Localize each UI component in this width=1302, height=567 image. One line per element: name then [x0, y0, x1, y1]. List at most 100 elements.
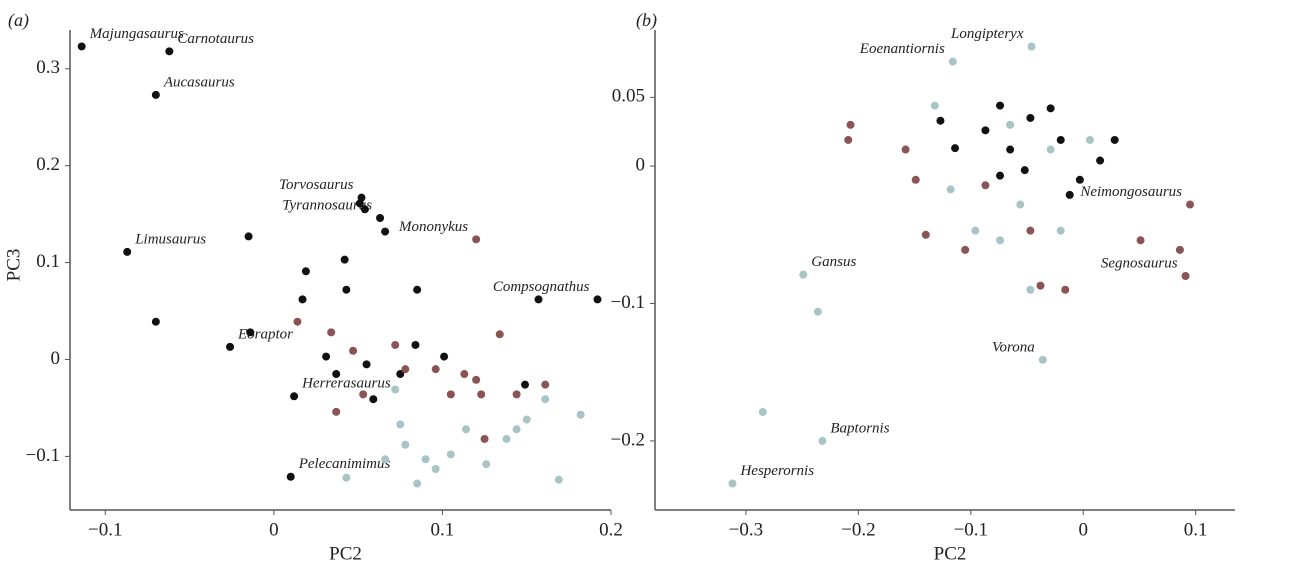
point — [363, 360, 371, 368]
point — [391, 386, 399, 394]
point — [1111, 136, 1119, 144]
point — [322, 353, 330, 361]
point — [931, 102, 939, 110]
point — [447, 390, 455, 398]
point — [1061, 286, 1069, 294]
taxon-label: Eoraptor — [237, 326, 293, 342]
point — [472, 235, 480, 243]
point — [460, 370, 468, 378]
point — [1006, 121, 1014, 129]
point — [413, 286, 421, 294]
point — [922, 231, 930, 239]
taxon-label: Herrerasaurus — [301, 376, 391, 392]
y-tick-label: 0 — [51, 348, 61, 369]
panel-label: (a) — [8, 10, 29, 31]
point — [513, 390, 521, 398]
taxon-label: Segnosaurus — [1101, 255, 1178, 271]
point — [981, 181, 989, 189]
point — [1006, 146, 1014, 154]
point — [332, 370, 340, 378]
taxon-label: Eoenantiornis — [859, 41, 945, 57]
point — [1026, 114, 1034, 122]
point — [996, 236, 1004, 244]
point — [521, 381, 529, 389]
taxon-label: Mononykus — [398, 219, 468, 235]
point — [381, 228, 389, 236]
x-tick-label: 0.2 — [599, 519, 623, 540]
point — [1021, 166, 1029, 174]
point — [799, 271, 807, 279]
point — [1047, 104, 1055, 112]
point — [1026, 227, 1034, 235]
x-tick-label: −0.1 — [954, 519, 988, 540]
point — [996, 172, 1004, 180]
point — [432, 465, 440, 473]
point — [1057, 227, 1065, 235]
point — [1066, 191, 1074, 199]
taxon-label: Compsognathus — [493, 279, 590, 295]
point — [1176, 246, 1184, 254]
taxon-label: Aucasaurus — [163, 74, 235, 90]
point — [440, 353, 448, 361]
y-tick-label: 0 — [636, 154, 646, 175]
taxon-label: Longipteryx — [950, 26, 1024, 42]
point — [369, 395, 377, 403]
point — [1076, 176, 1084, 184]
point — [391, 341, 399, 349]
point — [1028, 42, 1036, 50]
panel-label: (b) — [636, 10, 657, 31]
point — [1047, 146, 1055, 154]
point — [912, 176, 920, 184]
point — [246, 328, 254, 336]
taxon-label: Majungasaurus — [89, 26, 184, 42]
figure: (a)−0.100.10.2−0.100.10.20.3PC2PC3Majung… — [0, 0, 1302, 567]
point — [814, 308, 822, 316]
point — [411, 341, 419, 349]
point — [1086, 136, 1094, 144]
point — [477, 390, 485, 398]
point — [413, 480, 421, 488]
y-axis-label: PC3 — [3, 249, 24, 282]
point — [902, 146, 910, 154]
point — [728, 480, 736, 488]
point — [1096, 157, 1104, 165]
point — [152, 318, 160, 326]
point — [472, 376, 480, 384]
point — [996, 102, 1004, 110]
point — [1057, 136, 1065, 144]
point — [422, 455, 430, 463]
point — [555, 476, 563, 484]
point — [293, 318, 301, 326]
point — [462, 425, 470, 433]
point — [1186, 201, 1194, 209]
y-tick-label: 0.2 — [36, 154, 60, 175]
point — [949, 58, 957, 66]
point — [947, 185, 955, 193]
point — [936, 117, 944, 125]
point — [152, 91, 160, 99]
taxon-label: Hesperornis — [739, 463, 814, 479]
point — [951, 144, 959, 152]
point — [1137, 236, 1145, 244]
point — [481, 435, 489, 443]
point — [502, 435, 510, 443]
y-tick-label: 0.3 — [36, 57, 60, 78]
x-tick-label: −0.1 — [88, 519, 122, 540]
point — [342, 286, 350, 294]
point — [577, 411, 585, 419]
taxon-label: Limusaurus — [134, 231, 206, 247]
point — [302, 267, 310, 275]
point — [1039, 356, 1047, 364]
point — [245, 232, 253, 240]
point — [349, 347, 357, 355]
taxon-label: Gansus — [811, 254, 856, 270]
point — [541, 381, 549, 389]
point — [847, 121, 855, 129]
point — [381, 455, 389, 463]
point — [165, 47, 173, 55]
x-tick-label: 0 — [1078, 519, 1088, 540]
x-tick-label: −0.2 — [841, 519, 875, 540]
point — [396, 420, 404, 428]
x-tick-label: −0.3 — [729, 519, 763, 540]
y-tick-label: −0.2 — [611, 429, 645, 450]
